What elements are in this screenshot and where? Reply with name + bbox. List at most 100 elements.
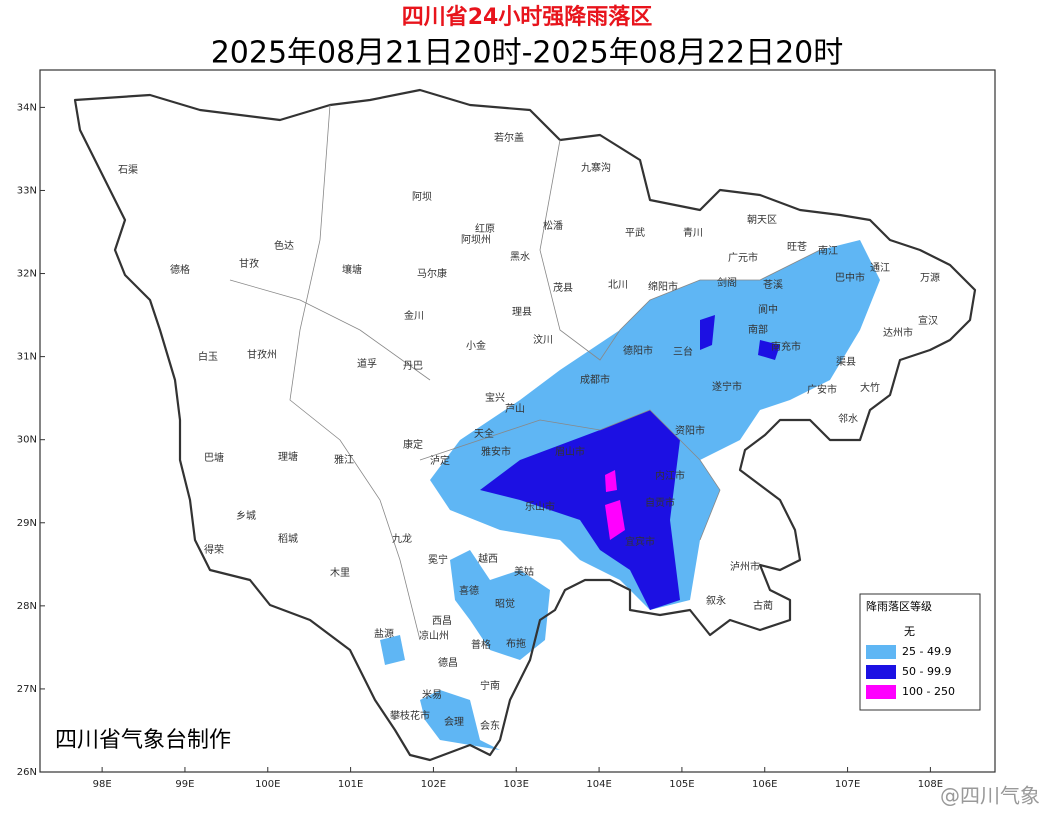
legend-label: 50 - 99.9 [902,665,951,678]
x-tick-label: 108E [918,779,943,790]
place-label: 阿坝 [412,191,432,203]
place-label: 理县 [512,306,532,318]
place-label: 道孚 [357,357,377,370]
place-label: 广元市 [728,251,758,264]
place-label: 大竹 [860,381,880,394]
rain-area [420,690,500,750]
rain-area [380,635,405,665]
x-tick-label: 106E [752,779,777,790]
x-tick-label: 107E [835,779,860,790]
x-tick-label: 101E [338,779,363,790]
place-label: 马尔康 [417,267,447,280]
place-label: 黑水 [510,251,530,263]
place-label: 旺苍 [787,240,807,253]
place-label: 朝天区 [747,214,777,226]
place-label: 越西 [478,552,498,565]
place-label: 稻城 [278,533,298,545]
y-tick-label: 34N [17,102,37,113]
place-label: 木里 [330,567,350,579]
place-label: 喜德 [459,584,479,597]
place-label: 平武 [625,226,645,239]
x-tick-label: 98E [93,779,112,790]
place-label: 雅江 [334,453,354,466]
place-label: 达州市 [883,326,913,339]
place-label: 凉山州 [419,629,449,642]
place-label: 德阳市 [623,344,653,357]
legend-swatch [866,685,896,699]
place-label: 阆中 [758,303,778,316]
y-tick-label: 26N [17,767,37,778]
y-tick-label: 27N [17,684,37,695]
place-label: 布拖 [506,637,526,650]
place-label: 昭觉 [495,598,515,610]
place-label: 广安市 [807,383,837,396]
place-label: 巴中市 [835,271,865,284]
place-label: 丹巴 [403,360,423,372]
legend: 降雨落区等级 无 25 - 49.9 50 - 99.9 100 - 250 [859,593,981,711]
place-label: 万源 [920,271,940,284]
rain-area [700,315,715,350]
rain-area [605,470,617,492]
place-label: 芦山 [505,403,525,415]
place-label: 色达 [274,239,294,252]
place-label: 金川 [404,309,424,322]
place-label: 康定 [403,438,423,451]
place-label: 通江 [870,262,890,274]
place-label: 德格 [170,263,190,276]
legend-label: 100 - 250 [902,685,955,698]
place-label: 北川 [608,279,628,291]
place-label: 泸州市 [730,560,760,573]
place-label: 邻水 [838,412,858,425]
place-labels: 石渠若尔盖九寨沟阿坝红原阿坝州松潘平武 青川朝天区旺苍德格甘孜色达壤塘 马尔康黑水广… [118,131,940,732]
legend-swatch [866,665,896,679]
x-tick-label: 104E [586,779,611,790]
place-label: 九寨沟 [581,161,611,174]
x-tick-label: 102E [421,779,446,790]
y-tick-label: 33N [17,185,37,196]
place-label: 小金 [466,339,486,352]
x-tick-label: 105E [669,779,694,790]
place-label: 宁南 [480,679,500,692]
legend-swatch [866,645,896,659]
place-label: 宝兴 [485,391,505,404]
rain-area [605,500,625,540]
place-label: 冕宁 [428,553,448,566]
rain-area [480,410,680,610]
place-label: 若尔盖 [494,131,524,144]
place-label: 甘孜州 [247,348,277,361]
y-tick-label: 32N [17,269,37,280]
place-label: 德昌 [438,656,458,669]
y-tick-label: 30N [17,435,37,446]
place-label: 攀枝花市 [390,709,430,722]
x-tick-label: 100E [255,779,280,790]
place-label: 宣汉 [918,314,938,327]
rain-area [758,340,780,360]
place-label: 剑阁 [717,276,737,289]
place-label: 美姑 [514,565,534,578]
place-label: 巴塘 [204,451,224,464]
rain-areas [380,240,880,750]
place-label: 自贡市 [645,496,675,509]
place-label: 盐源 [374,627,394,640]
watermark: @四川气象 [940,784,1040,808]
place-label: 绵阳市 [648,280,678,293]
place-label: 壤塘 [342,263,362,276]
legend-items: 无 25 - 49.9 50 - 99.9 100 - 250 [866,625,955,699]
place-label: 宜宾市 [625,535,655,548]
place-label: 九龙 [392,532,412,545]
place-label: 古蔺 [753,599,773,612]
rain-area [450,550,550,660]
place-label: 茂县 [553,281,573,294]
province-outline [73,88,977,762]
axes: 98E 99E 100E 101E 102E 103E 104E 105E 106E 107E 10… [17,102,943,790]
place-label: 南充市 [771,340,801,353]
place-label: 白玉 [198,350,218,363]
place-label: 乐山市 [525,500,555,513]
place-label: 石渠 [118,164,138,176]
place-label: 西昌 [432,615,452,627]
subtitle: 2025年08月21日20时-2025年08月22日20时 [211,36,844,71]
place-label: 叙永 [706,594,726,607]
place-label: 雅安市 [481,445,511,458]
